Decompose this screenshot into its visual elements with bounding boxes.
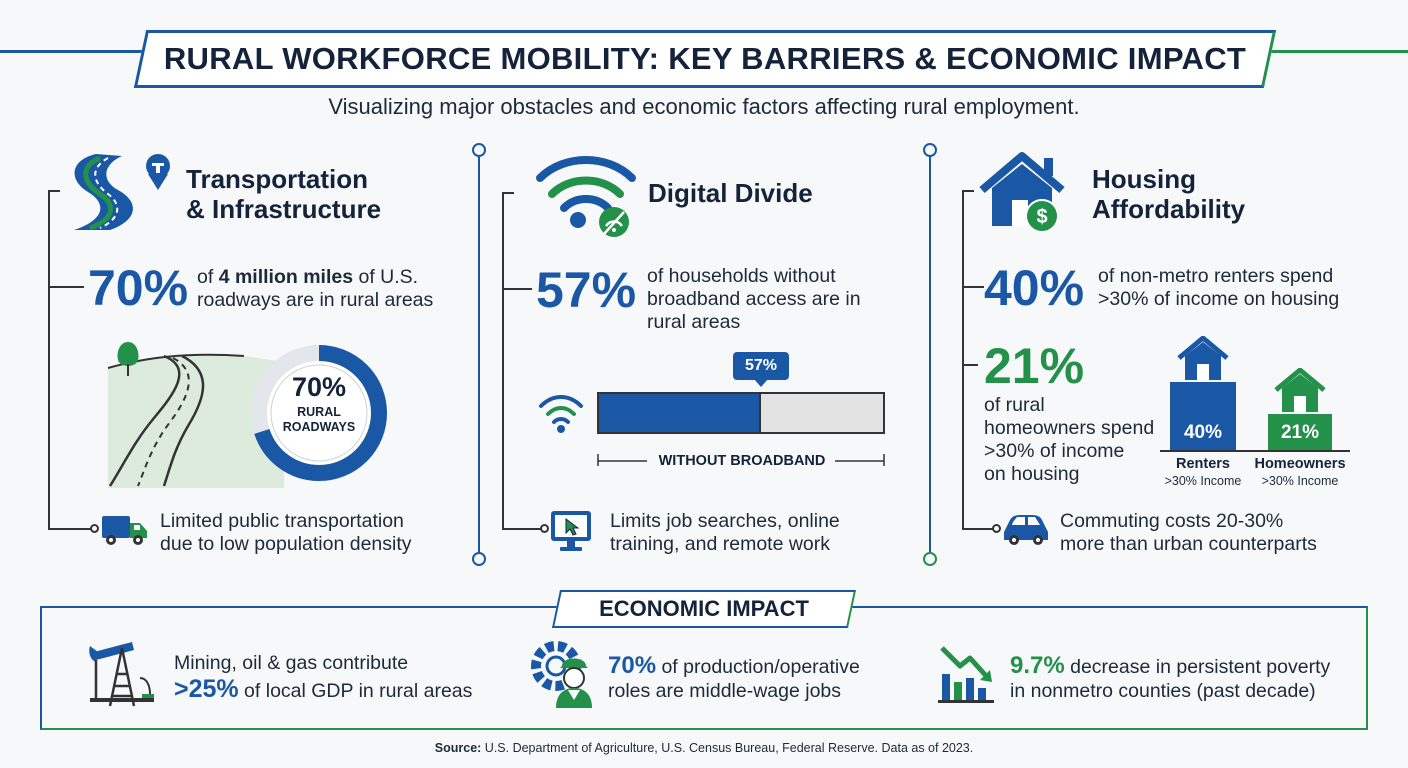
transportation-stat-value: 70% (88, 260, 189, 316)
svg-text:$: $ (1036, 206, 1047, 228)
donut-label-1: RURAL (297, 405, 341, 419)
bracket-dot (992, 524, 1001, 533)
divider-dot (472, 143, 486, 157)
renters-label: Renters (1176, 456, 1230, 472)
bracket-line (502, 192, 504, 530)
housing-stat2-line2: homeowners spend (984, 417, 1155, 439)
broadband-callout: 57% (733, 352, 789, 380)
bracket-dot (540, 524, 549, 533)
housing-stat1-line2: >30% of income on housing (1098, 288, 1340, 310)
economic-item3-line1: 9.7% decrease in persistent poverty (1010, 652, 1331, 679)
truck-icon (102, 516, 147, 545)
divider-left (478, 156, 480, 556)
divider-dot (923, 552, 937, 566)
economic-item2-line2: roles are middle-wage jobs (608, 680, 842, 702)
digital-note-1: Limits job searches, online (610, 510, 840, 532)
gear-worker-icon (531, 641, 592, 708)
donut-value: 70% (291, 372, 347, 402)
housing-note-2: more than urban counterparts (1060, 533, 1317, 555)
transportation-note-1: Limited public transportation (160, 510, 404, 532)
title-line-right (1258, 50, 1408, 53)
digital-note-2: training, and remote work (610, 533, 831, 555)
renters-house-icon (1177, 336, 1229, 380)
computer-icon (551, 511, 591, 551)
bracket-tick (502, 288, 532, 290)
rural-road-illustration (107, 342, 284, 488)
wifi-small-icon (539, 395, 583, 433)
transportation-stat-line1: of 4 million miles of U.S. (197, 266, 419, 288)
bracket-tick (48, 528, 92, 530)
oil-pump-icon (89, 642, 154, 707)
broadband-bar-fill (599, 394, 761, 432)
source-note: Source: U.S. Department of Agriculture, … (434, 741, 974, 755)
bracket-tick (962, 364, 978, 366)
digital-heading: Digital Divide (648, 178, 813, 208)
divider-dot (472, 552, 486, 566)
digital-stat-line2: broadband access are in (647, 288, 861, 310)
economic-impact-title: ECONOMIC IMPACT (599, 596, 809, 621)
transportation-stat-line2: roadways are in rural areas (197, 289, 434, 311)
bracket-line (962, 190, 964, 530)
housing-heading-2: Affordability (1092, 194, 1246, 224)
housing-stat2-line4: on housing (984, 463, 1080, 485)
bracket-line (48, 190, 50, 530)
homeowners-bar: 21% (1268, 414, 1332, 450)
broadband-bracket (597, 454, 885, 466)
rural-roadways-donut (251, 345, 387, 481)
housing-stat2-line3: >30% of income (984, 440, 1125, 462)
digital-stat-value: 57% (536, 262, 637, 318)
housing-stat2-line1: of rural (984, 394, 1045, 416)
housing-stat1-value: 40% (984, 260, 1085, 316)
page-subtitle: Visualizing major obstacles and economic… (328, 94, 1080, 119)
decrease-chart-icon (938, 646, 994, 703)
economic-item1-line2: >25% of local GDP in rural areas (174, 675, 473, 703)
renters-bar-value: 40% (1183, 422, 1223, 443)
highway-icon (74, 154, 170, 231)
donut-label-2: ROADWAYS (282, 420, 356, 434)
homeowners-house-icon (1274, 368, 1326, 412)
bracket-tick (502, 192, 514, 194)
housing-chart-baseline (1160, 450, 1350, 452)
broadband-label: WITHOUT BROADBAND (658, 453, 826, 469)
car-icon (1004, 515, 1048, 545)
title-line-left (0, 50, 150, 53)
bracket-tick (48, 190, 60, 192)
economic-item2-line1: 70% of production/operative (608, 652, 860, 679)
economic-item1-line1: Mining, oil & gas contribute (174, 652, 409, 674)
transportation-note-2: due to low population density (160, 533, 412, 555)
house-dollar-icon: $ (979, 152, 1065, 233)
transportation-heading-2: & Infrastructure (186, 194, 382, 224)
housing-note-1: Commuting costs 20-30% (1060, 510, 1284, 532)
homeowners-label: Homeowners (1254, 456, 1346, 472)
digital-stat-line1: of households without (647, 265, 836, 287)
economic-item2-value: 70% (608, 652, 657, 679)
homeowners-sublabel: >30% Income (1261, 474, 1339, 488)
homeowners-bar-value: 21% (1280, 422, 1320, 443)
renters-bar: 40% (1170, 382, 1236, 450)
housing-heading-1: Housing (1092, 164, 1196, 194)
broadband-bar-track (597, 392, 885, 434)
renters-sublabel: >30% Income (1164, 474, 1242, 488)
digital-stat-line3: rural areas (647, 311, 741, 333)
transportation-heading-1: Transportation (186, 164, 369, 194)
bracket-tick (962, 528, 996, 530)
housing-stat2-value: 21% (984, 338, 1085, 394)
wifi-icon (536, 156, 636, 237)
divider-dot (923, 143, 937, 157)
divider-right (929, 156, 931, 556)
bracket-tick (962, 286, 984, 288)
bracket-tick (502, 528, 542, 530)
bracket-tick (962, 190, 974, 192)
housing-stat1-line1: of non-metro renters spend (1098, 265, 1334, 287)
economic-item3-value: 9.7% (1010, 652, 1065, 679)
bracket-dot (90, 524, 99, 533)
broadband-callout-tip (754, 379, 768, 387)
bracket-tick (48, 286, 84, 288)
economic-item3-line2: in nonmetro counties (past decade) (1010, 680, 1316, 702)
page-title: RURAL WORKFORCE MOBILITY: KEY BARRIERS &… (163, 41, 1247, 76)
economic-item1-value: >25% (174, 675, 239, 703)
